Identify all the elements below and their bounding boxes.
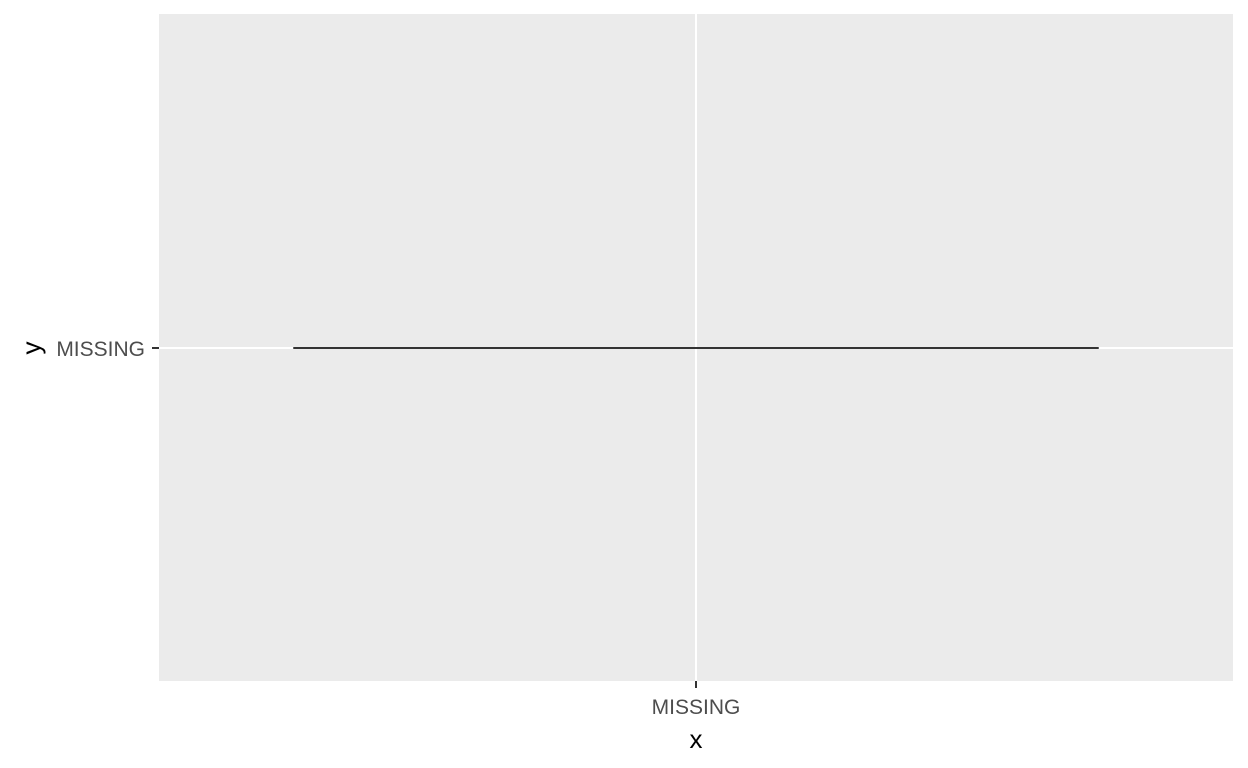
x-axis-title: x bbox=[690, 724, 703, 754]
x-tick-label: MISSING bbox=[652, 696, 741, 719]
y-tick-label: MISSING bbox=[56, 338, 145, 361]
y-axis-title: y bbox=[16, 342, 46, 355]
